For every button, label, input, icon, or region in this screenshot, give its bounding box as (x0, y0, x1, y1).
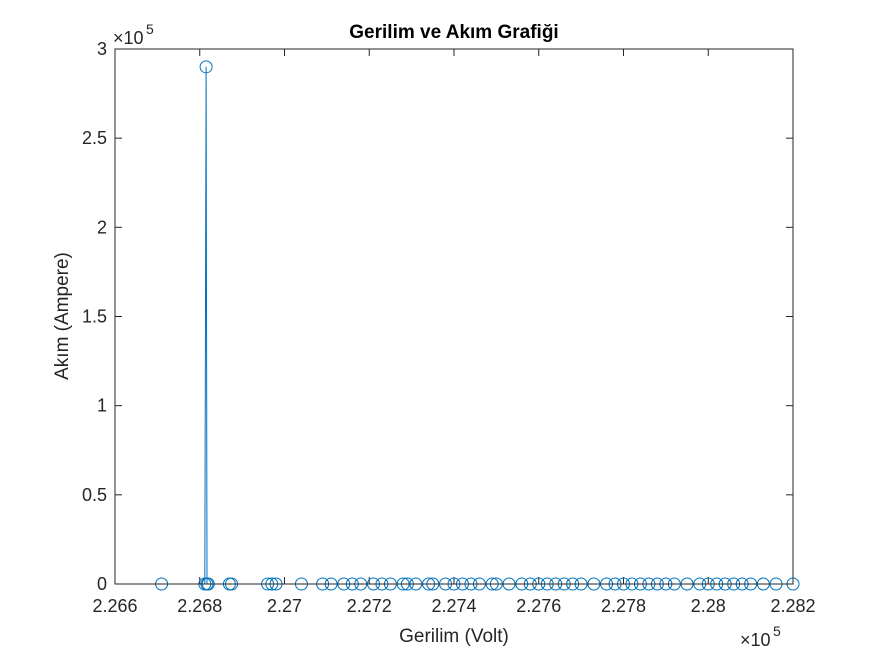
x-tick-label: 2.27 (267, 596, 302, 616)
y-tick-label: 2.5 (82, 128, 107, 148)
x-tick-label: 2.274 (431, 596, 476, 616)
y-tick-label: 0 (97, 574, 107, 594)
y-tick-label: 1 (97, 396, 107, 416)
y-multiplier: ×10 5 (113, 21, 154, 48)
x-tick-label: 2.276 (516, 596, 561, 616)
x-tick-label: 2.278 (601, 596, 646, 616)
axis-ticks: 2.266 2.268 2.27 2.272 2.274 2.276 2.278 2.28 2.… (82, 39, 816, 616)
x-tick-label: 2.268 (177, 596, 222, 616)
x-tick-label: 2.266 (92, 596, 137, 616)
y-tick-label: 0.5 (82, 485, 107, 505)
x-tick-label: 2.282 (770, 596, 815, 616)
y-axis-label: Akım (Ampere) (52, 252, 73, 380)
data-point (199, 60, 213, 74)
axes-box (114, 48, 794, 585)
x-axis-label: Gerilim (Volt) (399, 626, 509, 647)
x-tick-label: 2.28 (691, 596, 726, 616)
y-multiplier-exponent: 5 (146, 21, 154, 37)
chart-title: Gerilim ve Akım Grafiği (349, 22, 558, 43)
x-multiplier-exponent: 5 (773, 623, 781, 639)
x-tick-label: 2.272 (347, 596, 392, 616)
y-multiplier-base: ×10 (113, 28, 144, 48)
y-tick-label: 3 (97, 39, 107, 59)
plot-area (115, 49, 793, 584)
x-multiplier-base: ×10 (740, 630, 771, 650)
x-multiplier: ×10 5 (740, 623, 781, 650)
y-tick-label: 2 (97, 217, 107, 237)
y-tick-label: 1.5 (82, 307, 107, 327)
